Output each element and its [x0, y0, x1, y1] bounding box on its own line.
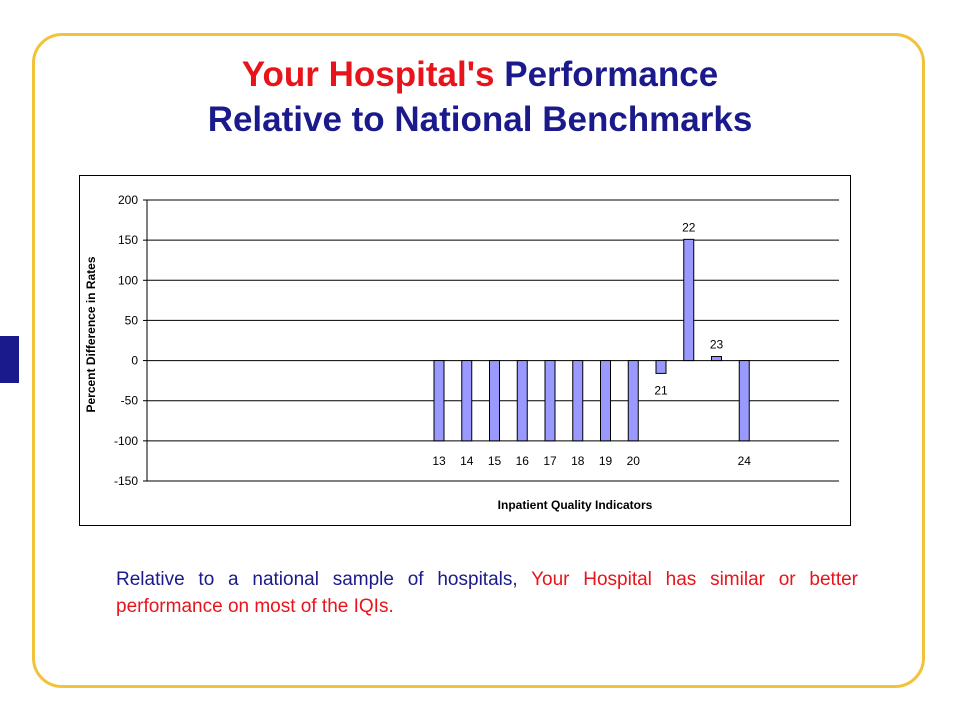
data-label-23: 23 [710, 338, 724, 352]
bar-20 [627, 360, 639, 442]
bar-13 [433, 360, 445, 442]
y-tick-label: 100 [118, 273, 138, 287]
y-tick-label: -150 [114, 474, 138, 488]
data-label-16: 16 [516, 454, 530, 468]
y-tick-label: -100 [114, 434, 138, 448]
data-label-22: 22 [682, 220, 696, 234]
data-label-15: 15 [488, 454, 502, 468]
chart-area: 200 150 100 50 0 -50 -100 -150 13 14 15 16 17 18 19 20 2… [79, 175, 851, 526]
data-label-21: 21 [654, 383, 668, 397]
bar-23 [711, 356, 722, 362]
title-performance-text: Performance [494, 55, 719, 94]
data-label-19: 19 [599, 454, 613, 468]
data-label-20: 20 [627, 454, 641, 468]
bar-17 [544, 360, 556, 442]
y-tick-label: 0 [131, 354, 138, 368]
bar-15 [489, 360, 500, 442]
title-line-1: Your Hospital's Performance [60, 52, 900, 97]
bar-24 [738, 360, 750, 442]
side-tab-marker [0, 336, 19, 383]
bar-22 [683, 238, 695, 362]
x-axis-title: Inpatient Quality Indicators [498, 498, 653, 512]
y-tick-label: 150 [118, 233, 138, 247]
data-label-13: 13 [432, 454, 446, 468]
bar-14 [461, 360, 473, 442]
slide-title: Your Hospital's Performance Relative to … [60, 52, 900, 142]
y-axis-title: Percent Difference in Rates [84, 256, 98, 412]
data-label-18: 18 [571, 454, 585, 468]
y-tick-label: 200 [118, 193, 138, 207]
data-label-14: 14 [460, 454, 474, 468]
y-tick-label: -50 [121, 394, 139, 408]
slide-frame [32, 33, 925, 688]
caption-part-1: Relative to a national sample of hospita… [116, 569, 532, 590]
data-label-24: 24 [738, 454, 752, 468]
data-label-17: 17 [543, 454, 557, 468]
title-line-2: Relative to National Benchmarks [207, 100, 753, 139]
title-hospital-text: Your Hospital's [241, 55, 495, 94]
caption-text: Relative to a national sample of hospita… [116, 566, 858, 620]
bar-16 [516, 360, 528, 442]
bar-21 [655, 360, 667, 374]
y-tick-label: 50 [125, 313, 139, 327]
bar-18 [572, 360, 584, 442]
bar-19 [600, 360, 611, 442]
bar-chart: 200 150 100 50 0 -50 -100 -150 13 14 15 16 17 18 19 20 2… [84, 193, 839, 512]
caption-part-2: Your Hospital has similar or better perf… [116, 569, 858, 617]
